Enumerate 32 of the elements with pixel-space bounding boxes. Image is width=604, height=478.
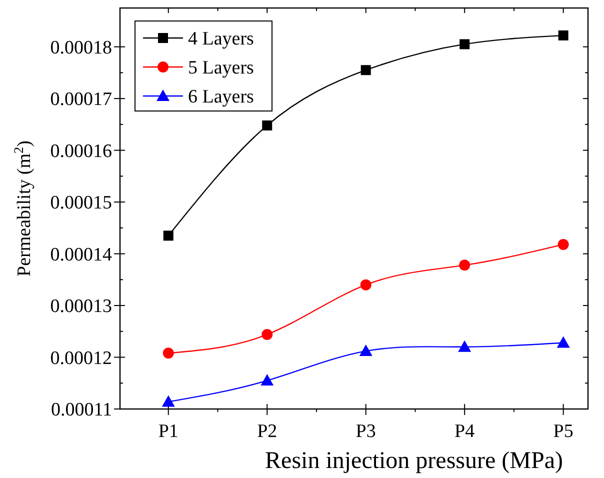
point — [556, 336, 570, 348]
point — [360, 279, 372, 290]
y-tick-label: 0.00014 — [50, 244, 112, 266]
point — [163, 230, 174, 241]
x-axis-title: Resin injection pressure (MPa) — [265, 448, 563, 474]
y-tick-label: 0.00011 — [50, 400, 112, 421]
x-tick-label: P3 — [356, 421, 376, 442]
legend-label: 6 Layers — [188, 86, 254, 108]
point — [359, 344, 372, 356]
point — [162, 348, 174, 359]
point — [360, 65, 371, 76]
y-tick-label: 0.00018 — [50, 37, 112, 58]
x-tick-label: P5 — [553, 421, 574, 442]
point — [558, 238, 569, 250]
point — [260, 374, 274, 386]
y-tick-label: 0.00015 — [50, 192, 112, 214]
y-tick-label: 0.00016 — [50, 140, 112, 162]
y-tick-label: 0.00012 — [50, 348, 112, 369]
point — [262, 120, 272, 130]
point — [459, 260, 470, 271]
y-tick-label: 0.00017 — [50, 89, 112, 110]
point — [262, 328, 273, 340]
point — [162, 395, 175, 407]
y-tick-label: 0.00013 — [50, 296, 112, 318]
point — [458, 340, 472, 352]
point — [558, 30, 568, 40]
legend-label: 4 Layers — [188, 28, 254, 50]
legend-label: 5 Layers — [188, 58, 254, 79]
x-tick-label: P1 — [158, 421, 178, 442]
point — [460, 39, 470, 50]
x-tick-label: P2 — [257, 421, 278, 442]
x-tick-label: P4 — [454, 421, 476, 442]
